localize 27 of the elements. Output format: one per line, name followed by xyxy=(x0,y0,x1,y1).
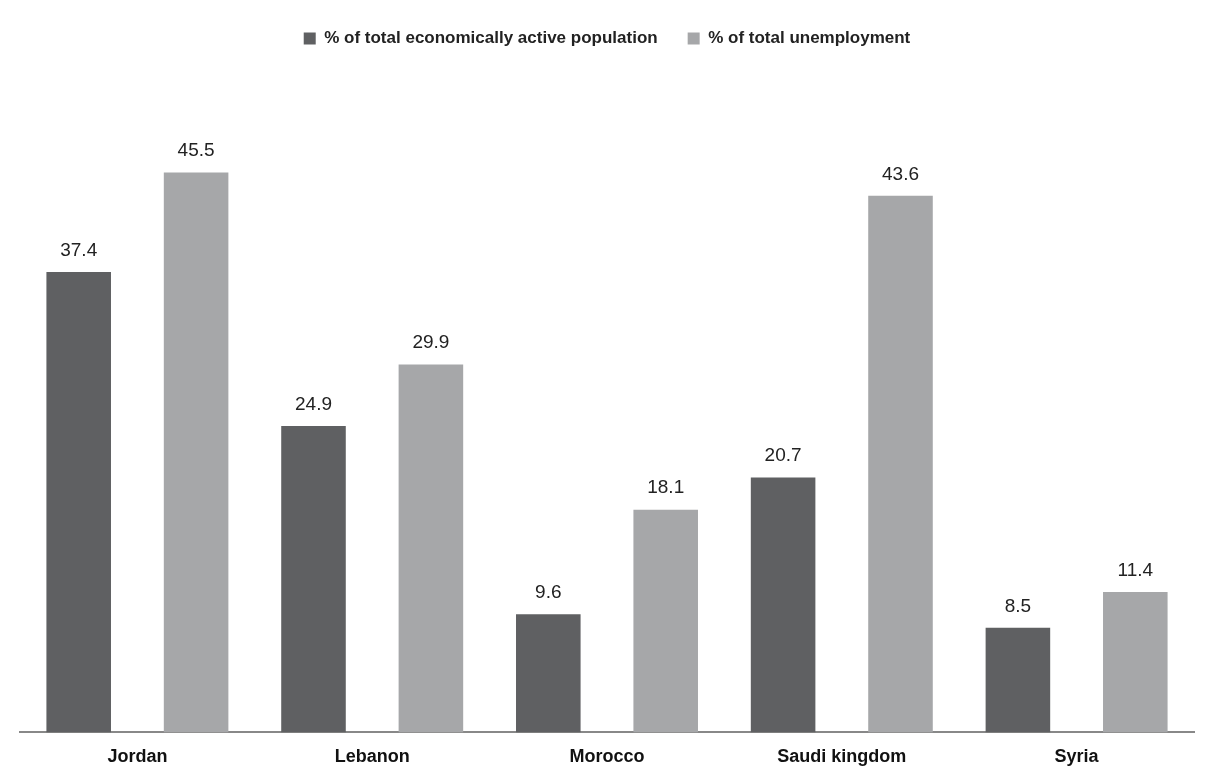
bar xyxy=(516,614,581,733)
legend-label: % of total economically active population xyxy=(324,28,658,48)
bar xyxy=(398,364,464,733)
bar xyxy=(750,477,816,733)
data-label: 45.5 xyxy=(177,139,215,161)
x-tick-label: Morocco xyxy=(569,746,645,767)
data-label: 43.6 xyxy=(882,162,919,184)
data-label: 20.7 xyxy=(764,444,802,466)
data-label: 37.4 xyxy=(60,238,98,260)
x-tick-label: Lebanon xyxy=(334,746,410,767)
data-label: 24.9 xyxy=(295,392,332,414)
bar xyxy=(46,272,111,733)
x-tick-label: Jordan xyxy=(107,746,168,767)
data-label: 9.6 xyxy=(535,580,562,602)
bar xyxy=(868,195,933,733)
bar xyxy=(633,509,698,733)
data-label: 8.5 xyxy=(1004,594,1032,616)
bar xyxy=(985,627,1051,733)
bar xyxy=(163,172,229,733)
data-label: 18.1 xyxy=(647,476,685,498)
x-tick-label: Saudi kingdom xyxy=(777,746,907,767)
data-label: 11.4 xyxy=(1117,558,1154,580)
legend-label: % of total unemployment xyxy=(708,28,911,48)
bar xyxy=(281,425,346,733)
bar xyxy=(1103,592,1168,733)
x-tick-label: Syria xyxy=(1054,746,1100,767)
data-label: 29.9 xyxy=(412,331,450,353)
